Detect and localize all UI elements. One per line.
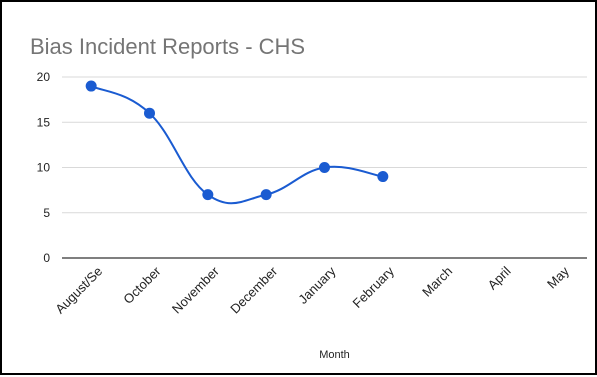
x-tick-label: April — [485, 263, 514, 292]
x-tick-label: January — [295, 263, 339, 307]
x-tick-label: March — [419, 264, 455, 300]
data-point — [202, 189, 214, 201]
data-point — [319, 162, 330, 173]
x-axis-label: Month — [319, 349, 350, 361]
data-point — [144, 107, 155, 119]
x-tick-label: August/Se — [52, 264, 105, 317]
x-tick-label: October — [120, 263, 164, 307]
y-tick-label: 10 — [37, 161, 51, 175]
y-tick-label: 5 — [43, 206, 50, 220]
x-tick-label: November — [169, 263, 222, 316]
x-tick-label: December — [227, 263, 280, 316]
chart-title: Bias Incident Reports - CHS — [30, 34, 306, 59]
y-tick-label: 0 — [43, 251, 50, 265]
y-axis-ticks: 0 5 10 15 20 — [37, 70, 51, 265]
series-layer — [85, 80, 389, 205]
x-axis-ticks: August/Se October November December January F… — [52, 263, 572, 317]
data-point — [85, 80, 97, 92]
y-tick-label: 20 — [37, 70, 51, 84]
x-tick-label: May — [544, 263, 572, 291]
y-tick-label: 15 — [37, 115, 51, 129]
data-point — [260, 189, 272, 201]
series-line — [90, 85, 384, 205]
data-point — [377, 171, 389, 183]
x-tick-label: February — [350, 263, 398, 311]
